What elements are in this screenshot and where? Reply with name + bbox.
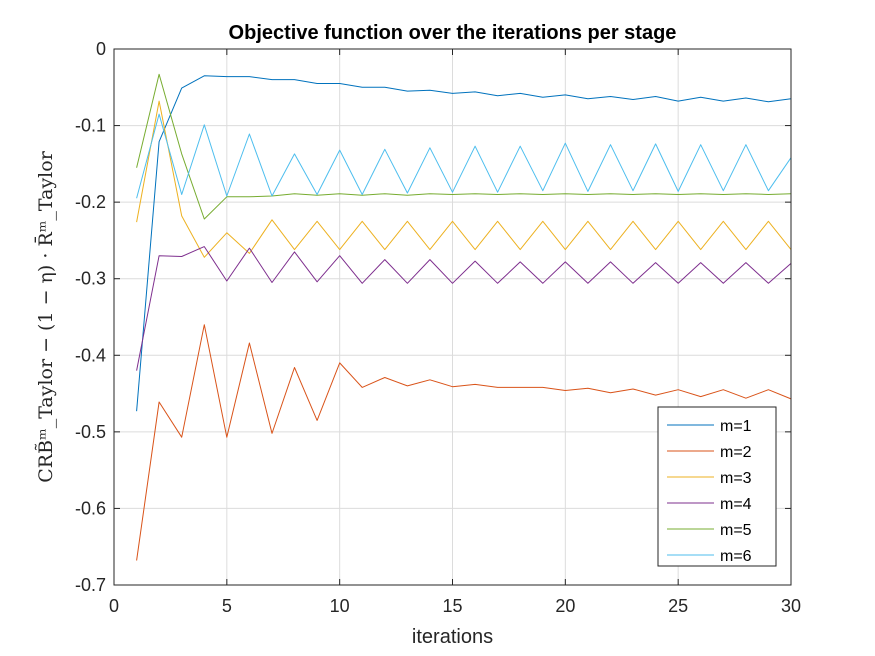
x-tick-label: 20 — [555, 596, 575, 616]
x-tick-label: 25 — [668, 596, 688, 616]
y-tick-label: -0.4 — [75, 345, 106, 365]
legend-label-m5: m=5 — [720, 522, 752, 539]
series-line-m6 — [136, 113, 792, 199]
y-tick-label: -0.2 — [75, 192, 106, 212]
legend-label-m3: m=3 — [720, 470, 752, 487]
y-tick-label: -0.5 — [75, 422, 106, 442]
y-axis-label: CRB̃ᵐ_Taylor − (1 − η) · R̄ᵐ_Taylor — [34, 150, 57, 482]
y-tick-label: 0 — [96, 39, 106, 59]
x-tick-label: 30 — [781, 596, 801, 616]
x-axis-label: iterations — [412, 626, 493, 648]
series-line-m5 — [136, 73, 792, 220]
y-tick-label: -0.3 — [75, 269, 106, 289]
legend-label-m6: m=6 — [720, 548, 752, 565]
legend: m=1 m=2 m=3 m=4 m=5 m=6 — [657, 406, 777, 567]
legend-label-m2: m=2 — [720, 444, 752, 461]
x-tick-label: 0 — [109, 596, 119, 616]
y-tick-label: -0.6 — [75, 498, 106, 518]
axis-ticks: 0 5 10 15 20 25 30 0 -0.1 -0.2 -0.3 -0.4 -0.5 -0.6 -0.… — [75, 39, 801, 616]
x-tick-label: 10 — [330, 596, 350, 616]
legend-box — [657, 406, 777, 567]
series-line-m1 — [136, 75, 792, 412]
series-layer — [136, 73, 792, 561]
series-line-m2 — [136, 324, 792, 561]
chart-title: Objective function over the iterations p… — [229, 22, 677, 44]
series-line-m4 — [136, 246, 792, 371]
series-line-m3 — [136, 100, 792, 258]
x-tick-label: 5 — [222, 596, 232, 616]
legend-label-m1: m=1 — [720, 418, 752, 435]
x-tick-label: 15 — [442, 596, 462, 616]
y-tick-label: -0.7 — [75, 575, 106, 595]
y-tick-label: -0.1 — [75, 116, 106, 136]
legend-label-m4: m=4 — [720, 496, 752, 513]
